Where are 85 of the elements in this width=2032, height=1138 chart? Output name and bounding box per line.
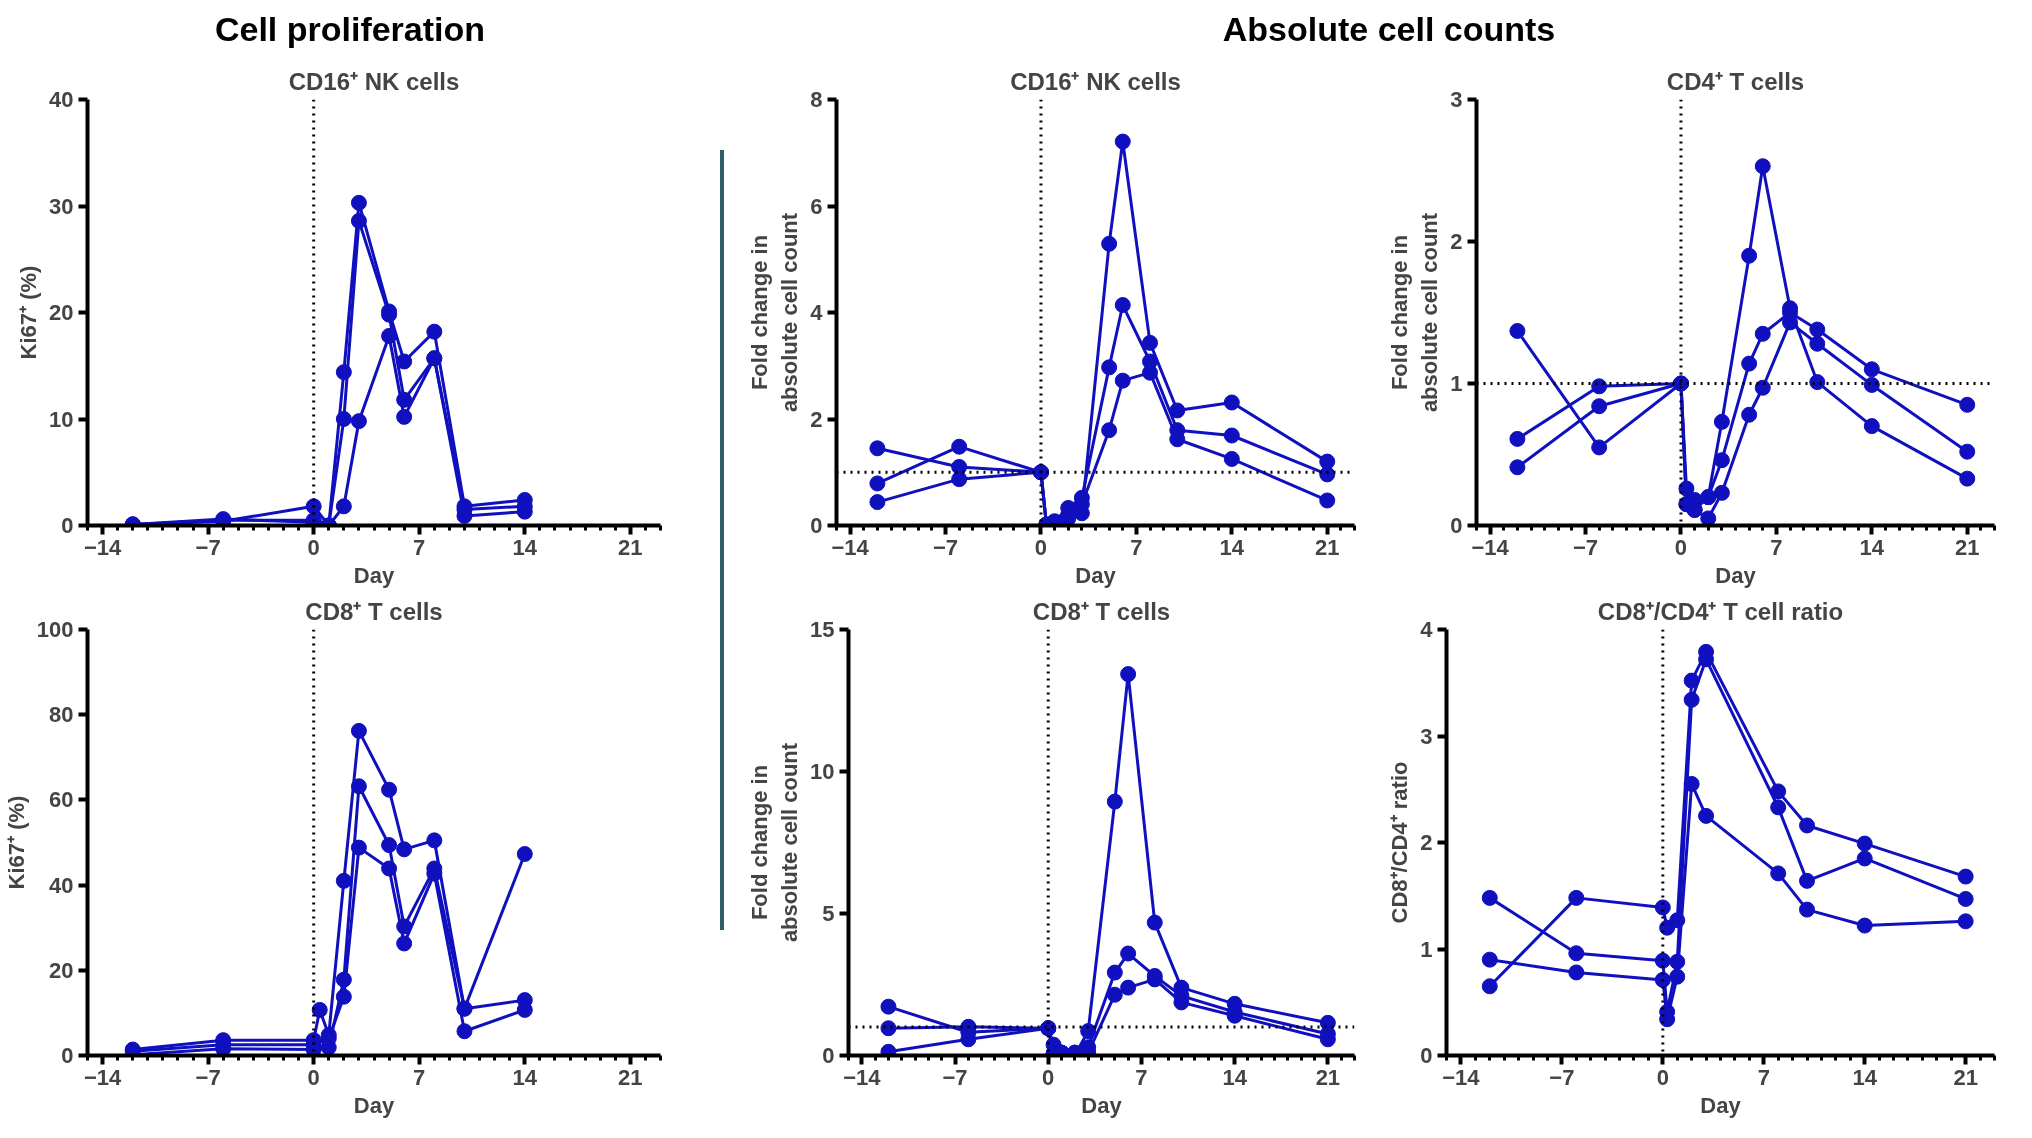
x-tick-label: 14 [1852,1064,1878,1090]
y-tick-label: 3 [1420,723,1433,749]
y-tick-label: 2 [810,406,823,432]
y-tick-label: 60 [49,787,74,813]
x-axis-title: Day [1715,562,1757,588]
y-tick-label: 8 [810,87,823,112]
y-axis-title: Ki67⁺ (%) [16,265,42,360]
x-tick-label: 0 [1042,1064,1055,1090]
x-tick-label: −7 [195,534,221,560]
x-tick-label: 0 [1656,1064,1669,1090]
x-tick-label: 7 [413,1064,426,1090]
x-tick-label: 0 [1034,534,1048,560]
y-axis-title: Ki67⁺ (%) [3,795,29,890]
chart-title: CD8⁺/CD4⁺ T cell ratio [1597,597,1844,625]
x-tick-label: −7 [195,1064,221,1090]
x-tick-label: 21 [1953,1064,1978,1090]
y-tick-label: 10 [810,759,835,784]
x-tick-label: −7 [1573,534,1599,560]
x-tick-label: 14 [1859,534,1885,560]
x-tick-label: 21 [618,534,643,560]
chart-title: CD8⁺ T cells [1032,597,1171,625]
x-tick-label: 0 [307,1064,320,1090]
y-tick-label: 20 [49,300,74,325]
x-tick-label: −7 [933,534,959,560]
y-tick-label: 2 [1450,229,1463,254]
x-tick-label: −14 [843,1064,882,1090]
y-tick-label: 40 [49,87,74,112]
x-tick-label: 14 [512,534,538,560]
x-tick-label: 14 [1222,1064,1248,1090]
y-tick-label: 5 [822,901,835,926]
y-tick-label: 0 [1420,1043,1433,1068]
y-tick-label: 4 [810,300,824,325]
y-axis-title: Fold change in absolute cell count [747,742,803,943]
x-tick-label: −7 [942,1064,968,1090]
x-axis-title: Day [353,1092,395,1118]
y-tick-label: 10 [49,406,74,432]
y-tick-label: 15 [810,617,835,642]
chart-title: CD8⁺ T cells [305,597,443,625]
y-tick-label: 4 [1420,617,1434,642]
y-tick-label: 40 [49,872,74,898]
x-tick-label: 0 [307,534,320,560]
x-axis-title: Day [1700,1092,1742,1118]
x-tick-label: 7 [1130,534,1143,560]
x-axis-title: Day [1075,562,1117,588]
y-tick-label: 0 [822,1043,835,1068]
x-tick-label: 14 [512,1064,538,1090]
y-tick-label: 20 [49,957,74,983]
y-tick-label: 100 [36,617,74,642]
text: Cell proliferation [214,9,486,50]
y-tick-label: 0 [61,513,74,538]
text: Absolute cell counts [1222,9,1556,50]
x-tick-label: 7 [1770,534,1783,560]
y-axis-title: Fold change in absolute cell count [747,212,803,413]
y-tick-label: 0 [61,1043,74,1068]
y-axis-title: Fold change in absolute cell count [1387,212,1443,413]
x-tick-label: 14 [1219,534,1245,560]
chart-title: CD16⁺ NK cells [1010,67,1181,95]
chart-title: CD16⁺ NK cells [288,67,460,95]
x-axis-title: Day [1081,1092,1123,1118]
x-tick-label: −14 [831,534,870,560]
x-axis-title: Day [353,562,395,588]
y-tick-label: 3 [1450,87,1463,112]
chart-title: CD4⁺ T cells [1666,67,1805,95]
x-tick-label: 21 [1315,534,1340,560]
y-tick-label: 30 [49,193,74,219]
y-tick-label: 2 [1420,830,1433,855]
x-tick-label: 7 [413,534,426,560]
x-tick-label: 21 [1955,534,1980,560]
x-tick-label: −14 [1471,534,1510,560]
x-tick-label: −14 [83,534,122,560]
y-tick-label: 1 [1450,371,1463,396]
x-tick-label: 7 [1135,1064,1148,1090]
x-tick-label: −14 [83,1064,122,1090]
y-tick-label: 1 [1420,936,1433,962]
y-tick-label: 0 [810,513,823,538]
x-tick-label: 0 [1674,534,1688,560]
x-tick-label: 21 [618,1064,643,1090]
y-tick-label: 0 [1450,513,1463,538]
x-tick-label: 21 [1315,1064,1341,1090]
y-axis-title: CD8⁺/CD4⁺ ratio [1387,761,1413,924]
x-tick-label: 7 [1757,1064,1770,1090]
x-tick-label: −7 [1549,1064,1575,1090]
y-tick-label: 6 [810,193,823,219]
y-tick-label: 80 [49,702,74,728]
x-tick-label: −14 [1442,1064,1481,1090]
